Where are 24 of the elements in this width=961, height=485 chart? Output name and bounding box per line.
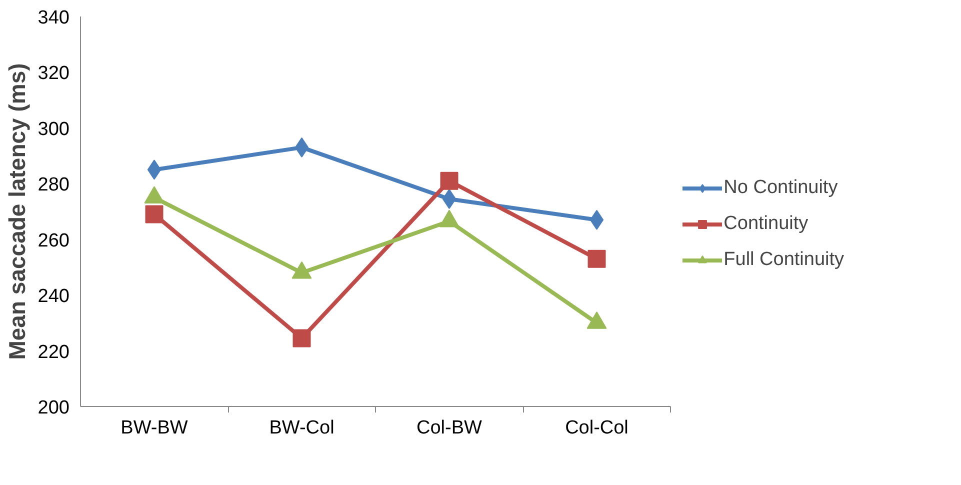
point [145,205,164,224]
point [442,188,456,209]
x-tick-label: BW-BW [120,418,188,438]
y-tick-label: 220 [38,342,70,363]
legend-label: Full Continuity [724,249,844,271]
point [147,160,162,180]
y-tick-label: 240 [38,286,70,308]
y-tick-label: 300 [38,118,70,140]
y-tick-label: 260 [38,230,70,252]
x-tick-label: Col-BW [416,418,482,438]
legend-label: No Continuity [724,177,838,199]
y-axis-title: Mean saccade latency (ms) [4,63,30,360]
point [440,172,458,190]
y-tick-label: 280 [38,174,70,196]
y-tick-label: 340 [38,8,70,28]
legend-label: Continuity [724,213,808,235]
point [294,137,309,158]
point [590,210,604,230]
point [292,329,311,348]
y-tick-label: 200 [38,398,70,418]
point [588,250,606,268]
x-tick-label: BW-Col [269,418,334,438]
y-tick-label: 320 [38,63,70,84]
x-tick-label: Col-Col [565,418,628,438]
